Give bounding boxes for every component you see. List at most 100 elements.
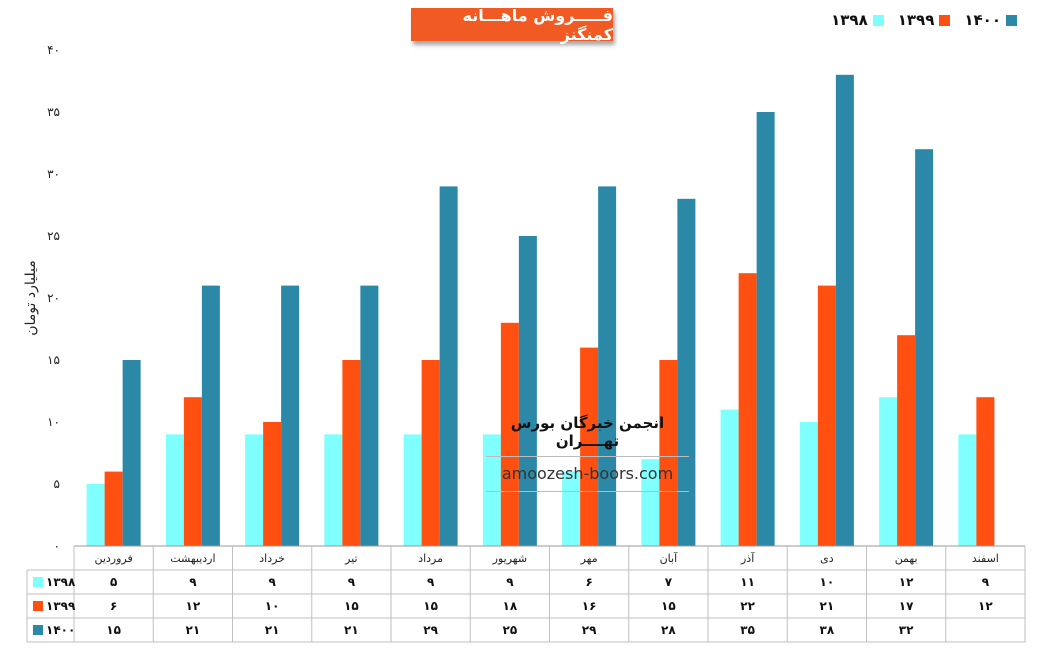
y-tick-label: ۳۵ [47, 105, 60, 119]
bar-۱۳۹۹-5 [500, 322, 519, 546]
table-cell-value: ۱۵ [423, 599, 438, 613]
bar-۱۳۹۹-11 [976, 397, 995, 546]
category-label: تیر [344, 552, 357, 565]
table-cell-value: ۲۵ [503, 623, 518, 637]
bar-۱۳۹۸-10 [879, 397, 898, 546]
legend-item-1400: ۱۴۰۰ [964, 11, 1017, 29]
table-cell-value: ۹ [506, 575, 514, 589]
table-cell-value: ۲۱ [186, 623, 201, 637]
chart-legend: ۱۴۰۰ ۱۳۹۹ ۱۳۹۸ [831, 11, 1017, 29]
table-cell-value: ۳۵ [740, 623, 755, 637]
y-tick-label: ۱۰ [47, 415, 60, 429]
bar-۱۴۰۰-0 [122, 360, 141, 546]
y-axis-label: میلیارد تومان [23, 260, 39, 336]
table-cell-value: ۲۱ [265, 623, 280, 637]
bar-۱۳۹۸-9 [799, 422, 818, 546]
table-swatch-۱۳۹۸ [33, 577, 43, 587]
table-cell-value: ۹ [268, 575, 276, 589]
table-cell-value: ۱۸ [503, 599, 518, 613]
bar-۱۳۹۸-7 [641, 459, 660, 546]
bar-۱۳۹۹-10 [897, 335, 916, 546]
y-tick-label: ۴۰ [47, 43, 60, 57]
table-cell-value: ۱۲ [978, 599, 993, 613]
table-cell-value: ۹ [189, 575, 197, 589]
bar-۱۳۹۸-4 [403, 434, 422, 546]
watermark-title: انجمن خبرگان بورس تهــــران [486, 414, 689, 457]
bar-۱۳۹۸-6 [562, 471, 581, 546]
table-cell-value: ۳۸ [820, 623, 835, 637]
table-swatch-۱۴۰۰ [33, 625, 43, 635]
bar-۱۴۰۰-10 [915, 149, 934, 546]
bar-۱۴۰۰-4 [439, 186, 458, 546]
bar-۱۳۹۸-2 [245, 434, 264, 546]
table-cell-value: ۲۱ [820, 599, 835, 613]
table-cell-value: ۱۷ [899, 599, 914, 613]
y-tick-label: ۰ [54, 539, 60, 553]
table-cell-value: ۲۹ [582, 623, 597, 637]
bar-۱۳۹۹-2 [263, 422, 282, 546]
table-cell-value: ۳۲ [899, 623, 914, 637]
table-cell-value: ۲۹ [423, 623, 438, 637]
category-label: اسفند [972, 552, 999, 565]
bar-۱۳۹۸-3 [324, 434, 343, 546]
table-cell-value: ۲۱ [344, 623, 359, 637]
legend-swatch-1398 [872, 14, 884, 26]
category-label: فروردین [94, 552, 132, 565]
y-tick-label: ۵ [54, 477, 60, 491]
table-cell-value: ۱۵ [344, 599, 359, 613]
table-cell-value: ۹ [348, 575, 356, 589]
table-cell-value: ۷ [665, 575, 673, 589]
legend-label-1399: ۱۳۹۹ [897, 11, 935, 29]
bar-۱۴۰۰-1 [201, 285, 220, 546]
table-cell-value: ۱۱ [740, 575, 755, 589]
table-cell-value: ۱۲ [186, 599, 201, 613]
y-tick-label: ۲۰ [47, 291, 60, 305]
table-cell-value: ۱۶ [582, 599, 597, 613]
bar-۱۴۰۰-6 [598, 186, 617, 546]
bar-۱۳۹۸-5 [482, 434, 501, 546]
table-cell-value: ۱۰ [265, 599, 280, 613]
bar-۱۴۰۰-9 [835, 74, 854, 547]
table-cell-value: ۱۰ [820, 575, 835, 589]
table-swatch-۱۳۹۹ [33, 601, 43, 611]
bar-۱۳۹۹-9 [817, 285, 836, 546]
category-label: خرداد [259, 552, 285, 565]
table-series-name: ۱۳۹۸ [46, 575, 76, 589]
bar-۱۳۹۹-7 [659, 360, 678, 546]
legend-label-1400: ۱۴۰۰ [964, 11, 1001, 29]
category-label: مهر [580, 552, 598, 565]
category-label: آبان [660, 551, 678, 565]
category-label: اردیبهشت [170, 552, 215, 565]
bar-۱۳۹۹-3 [342, 360, 361, 546]
table-cell-value: ۲۸ [661, 623, 676, 637]
y-tick-label: ۳۰ [47, 167, 60, 181]
chart-title: فـــــروش ماهـــانه کمنگنز [411, 6, 613, 44]
table-cell-value: ۵ [110, 575, 117, 589]
category-label: شهریور [492, 552, 527, 565]
bar-۱۴۰۰-2 [281, 285, 300, 546]
table-cell-value: ۶ [585, 575, 592, 589]
bar-۱۳۹۸-8 [720, 409, 739, 546]
legend-swatch-1400 [1006, 14, 1017, 26]
bar-۱۴۰۰-5 [518, 236, 537, 546]
y-tick-label: ۱۵ [47, 353, 60, 367]
bar-۱۳۹۹-0 [104, 471, 123, 546]
category-label: آذر [740, 551, 755, 565]
category-label: دی [820, 552, 834, 565]
bar-۱۳۹۸-1 [165, 434, 184, 546]
bar-۱۳۹۸-11 [958, 434, 977, 546]
legend-item-1399: ۱۳۹۹ [898, 11, 951, 29]
bar-۱۳۹۹-6 [580, 347, 599, 546]
table-cell-value: ۱۵ [106, 623, 121, 637]
bar-۱۳۹۹-4 [421, 360, 440, 546]
bar-۱۴۰۰-3 [360, 285, 379, 546]
table-series-name: ۱۳۹۹ [46, 599, 76, 613]
table-cell-value: ۶ [110, 599, 117, 613]
legend-item-1398: ۱۳۹۸ [831, 11, 884, 29]
table-cell-value: ۹ [427, 575, 435, 589]
y-tick-label: ۲۵ [47, 229, 60, 243]
watermark-site: amoozesh-boors.com [486, 457, 689, 492]
bar-۱۴۰۰-8 [756, 112, 775, 546]
bar-۱۴۰۰-7 [677, 198, 696, 547]
